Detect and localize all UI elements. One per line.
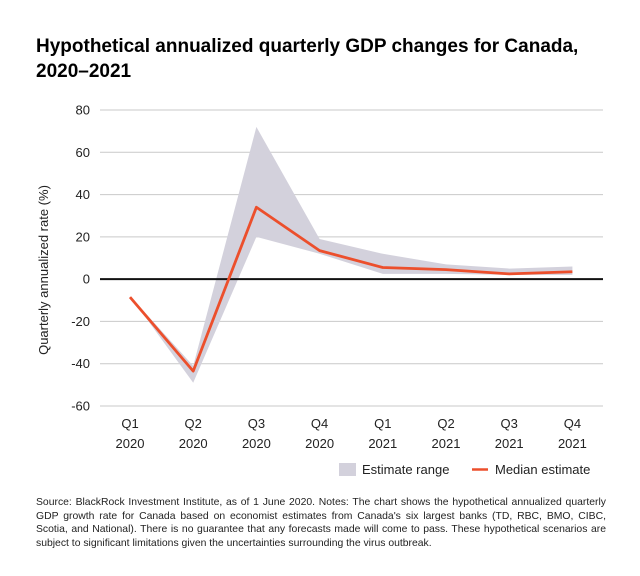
legend-swatch-estimate-range xyxy=(339,463,356,476)
median-estimate-line xyxy=(128,205,573,373)
x-tick-label: Q2 xyxy=(185,416,202,431)
x-tick-label: 2020 xyxy=(305,436,334,451)
legend: Estimate range Median estimate xyxy=(339,462,590,477)
x-tick-label: 2020 xyxy=(242,436,271,451)
median-line-layer xyxy=(128,205,573,373)
legend-label-median-estimate: Median estimate xyxy=(495,462,590,477)
y-tick-label: 20 xyxy=(76,229,90,244)
x-tick-labels: Q1 2020 Q2 2020 Q3 2020 Q4 2020 Q1 2021 Q2 2021 Q3 20… xyxy=(116,416,587,451)
y-axis-label: Quarterly annualized rate (%) xyxy=(36,185,51,355)
x-tick-label: Q4 xyxy=(564,416,581,431)
y-tick-label: -40 xyxy=(71,356,90,371)
source-note: Source: BlackRock Investment Institute, … xyxy=(36,497,606,549)
x-tick-label: Q1 xyxy=(374,416,391,431)
x-tick-label: 2021 xyxy=(558,436,587,451)
x-tick-label: Q1 xyxy=(121,416,138,431)
x-tick-label: Q4 xyxy=(311,416,328,431)
chart: 80 60 40 20 0 -20 -40 -60 Q1 2020 Q2 2020 Q3 2020 Q4 2… xyxy=(36,103,603,477)
estimate-range-band xyxy=(130,126,573,383)
x-tick-label: Q3 xyxy=(248,416,265,431)
chart-title: Hypothetical annualized quarterly GDP ch… xyxy=(36,36,579,82)
estimate-range-band-layer xyxy=(130,126,573,383)
y-tick-label: 80 xyxy=(76,103,90,118)
y-tick-label: -20 xyxy=(71,314,90,329)
y-tick-labels: 80 60 40 20 0 -20 -40 -60 xyxy=(71,103,90,414)
y-tick-label: 40 xyxy=(76,187,90,202)
y-tick-label: -60 xyxy=(71,399,90,414)
x-tick-label: 2020 xyxy=(179,436,208,451)
y-tick-label: 60 xyxy=(76,145,90,160)
x-tick-label: 2020 xyxy=(116,436,145,451)
x-tick-label: 2021 xyxy=(495,436,524,451)
legend-label-estimate-range: Estimate range xyxy=(362,462,449,477)
x-tick-label: Q2 xyxy=(437,416,454,431)
x-tick-label: Q3 xyxy=(501,416,518,431)
x-tick-label: 2021 xyxy=(368,436,397,451)
y-tick-label: 0 xyxy=(83,272,90,287)
x-tick-label: 2021 xyxy=(432,436,461,451)
